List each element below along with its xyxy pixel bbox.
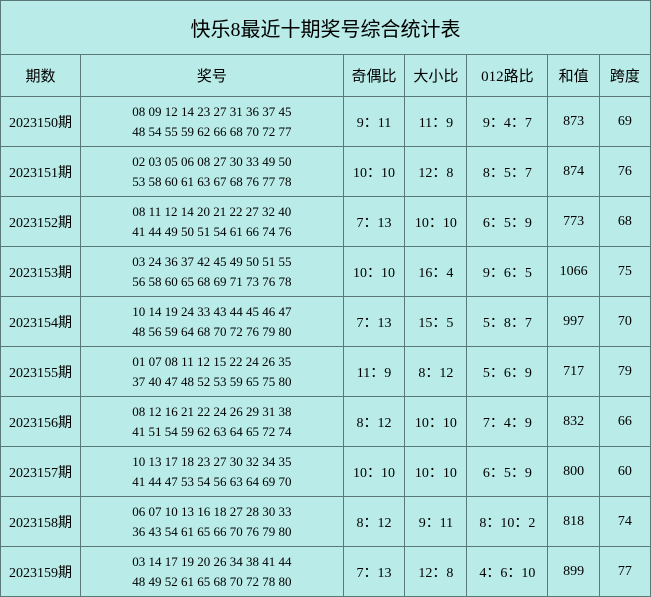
cell-route: 7：4：9 <box>467 397 548 447</box>
table-row: 2023152期08 11 12 14 20 21 22 27 32 4041 … <box>1 197 651 247</box>
cell-numbers: 02 03 05 06 08 27 30 33 49 5053 58 60 61… <box>81 147 344 197</box>
cell-odd-even: 8：12 <box>343 497 405 547</box>
cell-period: 2023151期 <box>1 147 81 197</box>
cell-big-small: 9：11 <box>405 497 467 547</box>
cell-route: 9：6：5 <box>467 247 548 297</box>
cell-big-small: 8：12 <box>405 347 467 397</box>
cell-span: 75 <box>599 247 650 297</box>
table-row: 2023154期10 14 19 24 33 43 44 45 46 4748 … <box>1 297 651 347</box>
cell-odd-even: 7：13 <box>343 547 405 597</box>
cell-span: 69 <box>599 97 650 147</box>
cell-period: 2023156期 <box>1 397 81 447</box>
cell-big-small: 12：8 <box>405 547 467 597</box>
header-big-small: 大小比 <box>405 55 467 97</box>
cell-route: 5：8：7 <box>467 297 548 347</box>
cell-big-small: 10：10 <box>405 447 467 497</box>
cell-route: 4：6：10 <box>467 547 548 597</box>
cell-sum: 874 <box>548 147 599 197</box>
cell-span: 79 <box>599 347 650 397</box>
table-row: 2023158期06 07 10 13 16 18 27 28 30 3336 … <box>1 497 651 547</box>
cell-odd-even: 10：10 <box>343 447 405 497</box>
cell-odd-even: 11：9 <box>343 347 405 397</box>
cell-period: 2023154期 <box>1 297 81 347</box>
table-row: 2023156期08 12 16 21 22 24 26 29 31 3841 … <box>1 397 651 447</box>
cell-numbers: 03 14 17 19 20 26 34 38 41 4448 49 52 61… <box>81 547 344 597</box>
table-row: 2023159期03 14 17 19 20 26 34 38 41 4448 … <box>1 547 651 597</box>
cell-span: 76 <box>599 147 650 197</box>
cell-sum: 773 <box>548 197 599 247</box>
cell-big-small: 15：5 <box>405 297 467 347</box>
cell-span: 68 <box>599 197 650 247</box>
cell-span: 66 <box>599 397 650 447</box>
table-row: 2023150期08 09 12 14 23 27 31 36 37 4548 … <box>1 97 651 147</box>
cell-numbers: 08 11 12 14 20 21 22 27 32 4041 44 49 50… <box>81 197 344 247</box>
table-row: 2023153期03 24 36 37 42 45 49 50 51 5556 … <box>1 247 651 297</box>
cell-period: 2023153期 <box>1 247 81 297</box>
cell-span: 74 <box>599 497 650 547</box>
cell-span: 77 <box>599 547 650 597</box>
cell-period: 2023150期 <box>1 97 81 147</box>
header-sum: 和值 <box>548 55 599 97</box>
cell-route: 5：6：9 <box>467 347 548 397</box>
cell-odd-even: 8：12 <box>343 397 405 447</box>
cell-route: 6：5：9 <box>467 447 548 497</box>
cell-route: 9：4：7 <box>467 97 548 147</box>
table-row: 2023155期01 07 08 11 12 15 22 24 26 3537 … <box>1 347 651 397</box>
cell-period: 2023158期 <box>1 497 81 547</box>
cell-numbers: 01 07 08 11 12 15 22 24 26 3537 40 47 48… <box>81 347 344 397</box>
cell-sum: 832 <box>548 397 599 447</box>
table-row: 2023151期02 03 05 06 08 27 30 33 49 5053 … <box>1 147 651 197</box>
cell-big-small: 10：10 <box>405 197 467 247</box>
cell-route: 8：10：2 <box>467 497 548 547</box>
cell-odd-even: 10：10 <box>343 247 405 297</box>
header-row: 期数 奖号 奇偶比 大小比 012路比 和值 跨度 <box>1 55 651 97</box>
cell-period: 2023157期 <box>1 447 81 497</box>
cell-sum: 1066 <box>548 247 599 297</box>
lottery-stats-table: 快乐8最近十期奖号综合统计表 期数 奖号 奇偶比 大小比 012路比 和值 跨度… <box>0 0 651 597</box>
cell-route: 8：5：7 <box>467 147 548 197</box>
cell-sum: 800 <box>548 447 599 497</box>
cell-sum: 899 <box>548 547 599 597</box>
table-title: 快乐8最近十期奖号综合统计表 <box>0 0 651 54</box>
cell-numbers: 08 09 12 14 23 27 31 36 37 4548 54 55 59… <box>81 97 344 147</box>
cell-odd-even: 7：13 <box>343 197 405 247</box>
cell-numbers: 06 07 10 13 16 18 27 28 30 3336 43 54 61… <box>81 497 344 547</box>
cell-period: 2023155期 <box>1 347 81 397</box>
cell-span: 60 <box>599 447 650 497</box>
stats-table: 期数 奖号 奇偶比 大小比 012路比 和值 跨度 2023150期08 09 … <box>0 54 651 597</box>
cell-numbers: 10 14 19 24 33 43 44 45 46 4748 56 59 64… <box>81 297 344 347</box>
cell-odd-even: 10：10 <box>343 147 405 197</box>
cell-sum: 717 <box>548 347 599 397</box>
cell-sum: 997 <box>548 297 599 347</box>
cell-big-small: 11：9 <box>405 97 467 147</box>
cell-sum: 873 <box>548 97 599 147</box>
cell-numbers: 10 13 17 18 23 27 30 32 34 3541 44 47 53… <box>81 447 344 497</box>
header-route: 012路比 <box>467 55 548 97</box>
table-row: 2023157期10 13 17 18 23 27 30 32 34 3541 … <box>1 447 651 497</box>
cell-odd-even: 7：13 <box>343 297 405 347</box>
cell-numbers: 03 24 36 37 42 45 49 50 51 5556 58 60 65… <box>81 247 344 297</box>
cell-numbers: 08 12 16 21 22 24 26 29 31 3841 51 54 59… <box>81 397 344 447</box>
header-period: 期数 <box>1 55 81 97</box>
cell-big-small: 12：8 <box>405 147 467 197</box>
cell-odd-even: 9：11 <box>343 97 405 147</box>
cell-span: 70 <box>599 297 650 347</box>
cell-big-small: 10：10 <box>405 397 467 447</box>
header-span: 跨度 <box>599 55 650 97</box>
cell-period: 2023159期 <box>1 547 81 597</box>
cell-route: 6：5：9 <box>467 197 548 247</box>
cell-big-small: 16：4 <box>405 247 467 297</box>
cell-sum: 818 <box>548 497 599 547</box>
header-odd-even: 奇偶比 <box>343 55 405 97</box>
header-numbers: 奖号 <box>81 55 344 97</box>
cell-period: 2023152期 <box>1 197 81 247</box>
